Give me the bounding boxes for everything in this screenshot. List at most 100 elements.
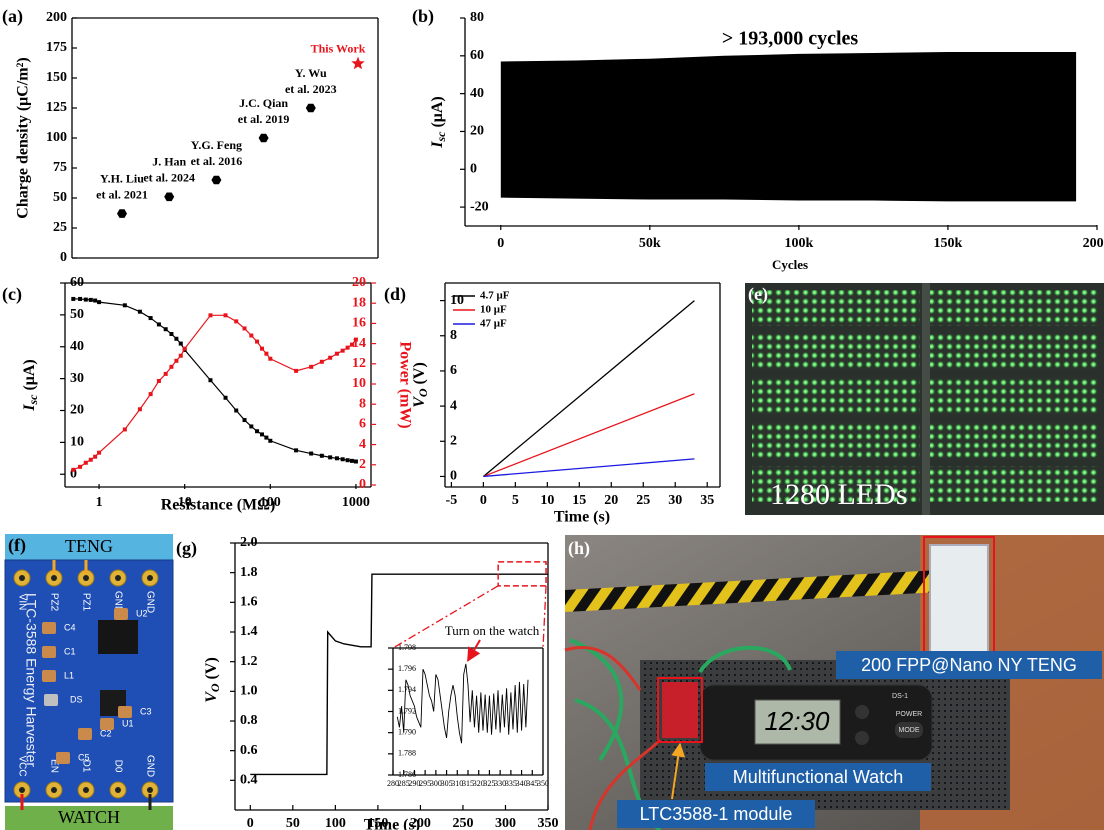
point: [169, 364, 174, 369]
y-tick-label: 1.0: [240, 684, 258, 699]
x-tick-label: 330: [494, 779, 506, 788]
x-tick-label: 290: [408, 779, 420, 788]
part-label: C3: [140, 706, 152, 716]
teng-label: TENG: [65, 536, 113, 556]
x-tick-label: 150k: [934, 236, 963, 251]
point: [156, 378, 161, 383]
point: [71, 296, 76, 301]
teng-device: [929, 544, 989, 656]
x-tick-label: 1: [96, 495, 103, 510]
y-axis-label: VO (V): [411, 362, 430, 408]
x-tick-label: 0: [247, 816, 254, 830]
pointer: [671, 742, 686, 800]
component: [42, 622, 56, 634]
part-label: C1: [64, 646, 76, 656]
y-tick-label: 80: [470, 10, 484, 25]
point: [169, 332, 174, 336]
point-label: J.C. Qian: [239, 96, 288, 110]
y-tick-label: 2: [450, 433, 457, 448]
label-subscript: O: [208, 683, 222, 692]
point: [249, 424, 254, 429]
pin-label: VIN: [16, 594, 27, 611]
line: [482, 300, 695, 477]
point: [97, 450, 102, 455]
x-tick-label: 100: [260, 495, 281, 510]
point: [223, 313, 228, 318]
point: [78, 464, 83, 469]
led-array: [752, 466, 920, 502]
y2-axis-label: Power (mW): [396, 341, 413, 428]
point: [340, 348, 345, 353]
point-label: et al. 2023: [285, 82, 337, 96]
annotation: > 193,000 cycles: [722, 28, 859, 50]
point: [305, 103, 316, 113]
point: [294, 368, 299, 373]
x-tick-label: 0: [497, 236, 504, 251]
led-array: [752, 334, 920, 370]
watch-button: [855, 731, 869, 745]
tape-bar: [565, 570, 940, 612]
led-array: [930, 290, 1098, 326]
x-tick-label: 30: [668, 493, 682, 508]
pin-hole: [147, 575, 153, 581]
point: [93, 298, 98, 303]
x-tick-label: 340: [516, 779, 528, 788]
y-tick-label: 200: [46, 10, 67, 25]
y-tick-label: 40: [70, 339, 84, 354]
zoom-link: [542, 585, 547, 649]
point: [234, 408, 239, 413]
watch-model: DS-1: [892, 693, 908, 700]
point: [148, 316, 153, 321]
y-tick-label: 1.792: [398, 706, 416, 715]
y-tick-label: 1.4: [240, 624, 258, 639]
x-tick-label: 100: [325, 816, 346, 830]
x-tick-label: 150: [367, 816, 388, 830]
y-tick-label: 1.2: [240, 654, 258, 669]
label-symbol: I: [429, 141, 446, 149]
point: [71, 467, 76, 472]
pin-label: D0: [112, 760, 123, 773]
y-tick-label: 40: [470, 86, 484, 101]
watch-display: 12:30: [764, 706, 830, 736]
annotation: Turn on the watch: [445, 623, 540, 638]
point: [353, 337, 358, 342]
point: [137, 407, 142, 412]
point: [309, 451, 314, 456]
point: [260, 432, 265, 437]
point-label: Y. Wu: [295, 66, 327, 80]
pin-hole: [51, 575, 57, 581]
label-box: [617, 800, 815, 828]
point: [174, 358, 179, 363]
y-tick-label: 0: [70, 466, 77, 481]
x-tick-label: 25: [636, 493, 650, 508]
point: [163, 371, 168, 376]
x-tick-label: 200k: [1083, 236, 1104, 251]
y-tick-label: 4: [450, 398, 457, 413]
pin-label: GND: [144, 755, 155, 777]
panel-label: (b): [412, 6, 434, 27]
y-tick-label: 0.6: [240, 743, 258, 758]
y-tick-label: 20: [470, 124, 484, 139]
point-label: Y.H. Liu: [100, 171, 144, 185]
point: [156, 322, 161, 327]
point-label: J. Han: [152, 155, 186, 169]
y-tick-label: 100: [46, 130, 67, 145]
y-tick-label: 1.796: [398, 664, 416, 673]
line: [250, 573, 548, 776]
y-tick-label: 2.0: [240, 535, 258, 550]
y-tick-label: 16: [352, 316, 366, 331]
point-label: et al. 2024: [143, 171, 195, 185]
pin-label: PZ1: [80, 593, 91, 612]
line: [483, 458, 695, 478]
module: [662, 682, 698, 738]
y-tick-label: 50: [53, 190, 67, 205]
zoom-link: [392, 585, 499, 649]
x-tick-label: 15: [572, 493, 586, 508]
point: [328, 455, 333, 460]
panel-label: (d): [384, 284, 406, 305]
x-axis-label: Resistance (MΩ): [161, 497, 276, 514]
led-array: [930, 378, 1098, 414]
divider: [922, 283, 930, 515]
legend-label: 4.7 μF: [480, 290, 510, 302]
point: [345, 345, 350, 350]
